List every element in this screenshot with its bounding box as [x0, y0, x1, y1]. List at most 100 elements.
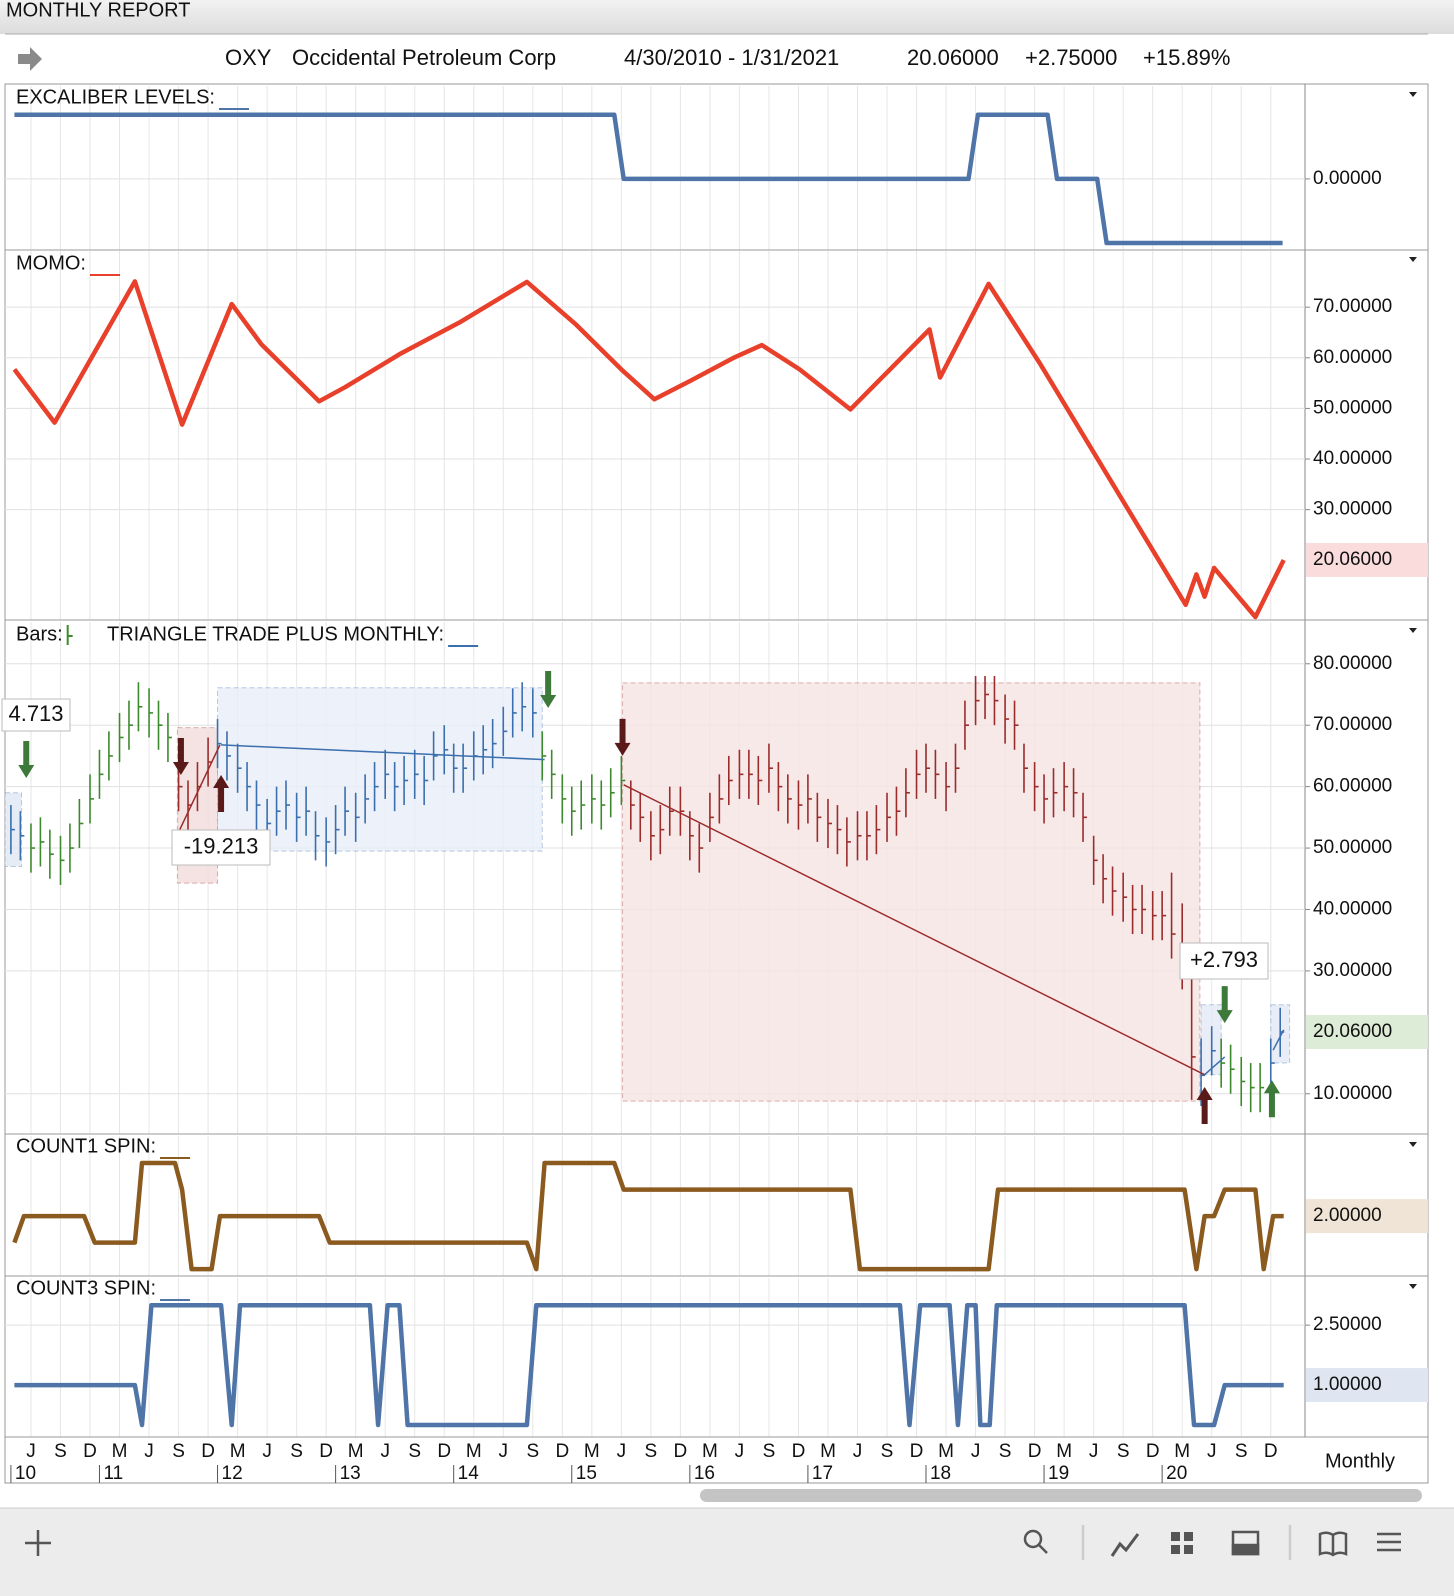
signal-arrow	[18, 741, 35, 779]
signal-arrow	[172, 737, 189, 775]
trade-label: +2.793	[1190, 947, 1258, 972]
x-tick-label: D	[555, 1441, 569, 1462]
search-button[interactable]	[1023, 1529, 1048, 1554]
layout-button[interactable]	[1171, 1532, 1193, 1554]
y-tick-label: 40.00000	[1313, 898, 1392, 919]
title-bar	[0, 0, 1454, 34]
y-tick-label: 60.00000	[1313, 776, 1392, 797]
report-title: MONTHLY REPORT	[6, 0, 190, 21]
scrollbar[interactable]	[700, 1489, 1422, 1502]
x-tick-label: J	[262, 1441, 272, 1462]
x-tick-label: J	[26, 1441, 36, 1462]
x-tick-label: 20	[1166, 1463, 1187, 1484]
x-tick-label: D	[437, 1441, 451, 1462]
y-tick-label: 50.00000	[1313, 837, 1392, 858]
x-tick-label: M	[1174, 1441, 1190, 1462]
last-price: 20.06000	[907, 45, 999, 70]
period-label[interactable]: Monthly	[1325, 1450, 1395, 1472]
series-line	[12, 279, 1286, 620]
signal-arrow	[1216, 986, 1233, 1024]
x-tick-label: M	[820, 1441, 836, 1462]
x-tick-label: D	[83, 1441, 97, 1462]
x-tick-label: 11	[103, 1463, 123, 1484]
toolbar	[0, 1508, 1454, 1596]
x-tick-label: S	[763, 1441, 776, 1462]
y-tick-label: 60.00000	[1313, 347, 1392, 368]
chart-type-button[interactable]	[1110, 1533, 1140, 1557]
x-tick-label: 16	[694, 1463, 715, 1484]
x-tick-label: S	[1117, 1441, 1130, 1462]
x-tick-label: D	[1264, 1441, 1278, 1462]
y-tick-label: 80.00000	[1313, 653, 1392, 674]
trade-label-box	[1, 698, 71, 732]
x-tick-label: J	[1207, 1441, 1217, 1462]
signal-arrow	[1263, 1080, 1280, 1118]
current-value-label: 20.06000	[1313, 1021, 1392, 1042]
book-button[interactable]	[1318, 1531, 1348, 1557]
current-value-box	[1306, 1368, 1428, 1403]
x-tick-label: D	[792, 1441, 806, 1462]
panel-menu[interactable]	[1409, 92, 1417, 97]
current-value-box	[1306, 1014, 1428, 1049]
series-line	[12, 1160, 1284, 1272]
series-line	[14, 1302, 1284, 1428]
panel-title: COUNT3 SPIN:	[16, 1277, 156, 1299]
current-value-box	[1306, 1199, 1428, 1234]
trade-label: 4.713	[8, 701, 63, 726]
x-tick-label: M	[348, 1441, 364, 1462]
y-tick-label: 70.00000	[1313, 714, 1392, 735]
overlay-title: TRIANGLE TRADE PLUS MONTHLY:	[107, 623, 444, 645]
nav-arrow[interactable]	[18, 47, 42, 71]
x-tick-label: J	[735, 1441, 745, 1462]
trade-label-box	[1179, 942, 1269, 980]
symbol-bar	[0, 34, 1454, 85]
panel-menu[interactable]	[1409, 628, 1417, 633]
add-button[interactable]	[25, 1530, 51, 1556]
percent-change: +15.89%	[1143, 45, 1230, 70]
y-tick-label: 10.00000	[1313, 1083, 1392, 1104]
x-tick-label: S	[881, 1441, 894, 1462]
x-tick-label: S	[290, 1441, 303, 1462]
trade-label-box	[171, 829, 271, 866]
x-tick-label: D	[674, 1441, 688, 1462]
price-change: +2.75000	[1025, 45, 1117, 70]
signal-arrow	[540, 670, 557, 708]
chart-frame	[4, 83, 1429, 1484]
trade-line	[1204, 1056, 1226, 1076]
trade-line	[221, 744, 545, 761]
y-tick-label: 2.50000	[1313, 1314, 1382, 1335]
x-tick-label: 10	[15, 1463, 36, 1484]
panel-button[interactable]	[1231, 1530, 1260, 1556]
y-tick-label: 0.00000	[1313, 168, 1382, 189]
panel	[5, 622, 1305, 1134]
x-tick-label: D	[319, 1441, 333, 1462]
panel-menu[interactable]	[1409, 1142, 1417, 1147]
signal-arrow	[1196, 1087, 1213, 1125]
x-tick-label: 19	[1048, 1463, 1069, 1484]
x-tick-label: M	[112, 1441, 128, 1462]
panel-title: Bars:	[16, 623, 63, 645]
x-tick-label: S	[999, 1441, 1012, 1462]
x-tick-label: 14	[458, 1463, 480, 1484]
trade-line	[623, 784, 1205, 1076]
x-tick-label: S	[645, 1441, 658, 1462]
current-value-label: 2.00000	[1313, 1205, 1382, 1226]
y-tick-label: 30.00000	[1313, 499, 1392, 520]
symbol: OXY	[225, 45, 272, 70]
trade-box	[217, 687, 543, 852]
x-tick-label: J	[853, 1441, 863, 1462]
current-value-label: 20.06000	[1313, 549, 1392, 570]
panel-title: EXCALIBER LEVELS:	[16, 86, 215, 108]
y-tick-label: 50.00000	[1313, 397, 1392, 418]
x-tick-label: M	[584, 1441, 600, 1462]
panel	[5, 1278, 1305, 1437]
x-tick-label: J	[144, 1441, 154, 1462]
menu-button[interactable]	[1377, 1532, 1401, 1552]
x-tick-label: 18	[930, 1463, 951, 1484]
panel-menu[interactable]	[1409, 257, 1417, 262]
signal-arrow	[213, 774, 230, 812]
panel-menu[interactable]	[1409, 1284, 1417, 1289]
x-tick-label: J	[380, 1441, 390, 1462]
